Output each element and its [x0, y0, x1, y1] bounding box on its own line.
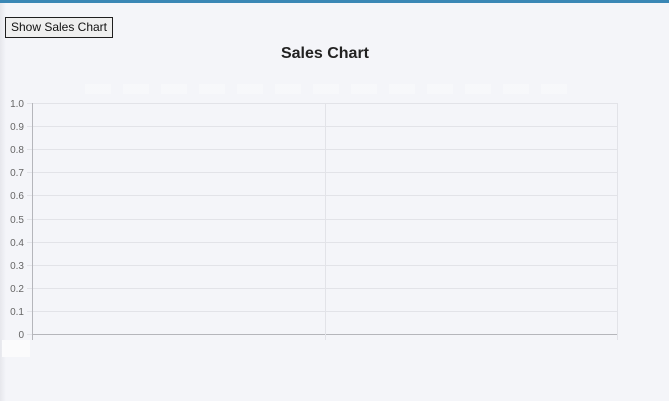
y-tick-label: 0.2: [10, 284, 24, 295]
chart-grid: [32, 103, 618, 340]
y-tick-label: 0.4: [10, 238, 24, 249]
y-tick-label: 0.1: [10, 307, 24, 318]
chart-title: Sales Chart: [280, 45, 370, 62]
y-axis-tick-labels: 0 0.1 0.2 0.3 0.4 0.5 0.6 0.7 0.8 0.9 1.0: [10, 99, 24, 341]
chart-legend: [85, 84, 570, 94]
y-tick-label: 0.3: [10, 261, 24, 272]
y-tick-label: 0.6: [10, 191, 24, 202]
y-tick-label: 0: [18, 330, 24, 341]
y-tick-label: 1.0: [10, 99, 24, 110]
top-accent-bar: [0, 0, 669, 3]
chart-axes: [27, 103, 32, 335]
y-tick-label: 0.5: [10, 215, 24, 226]
show-sales-chart-button[interactable]: Show Sales Chart: [5, 17, 113, 38]
y-tick-label: 0.9: [10, 122, 24, 133]
left-edge-shadow: [0, 3, 6, 401]
y-tick-label: 0.7: [10, 168, 24, 179]
y-tick-label: 0.8: [10, 145, 24, 156]
x-axis-label-area: [2, 340, 30, 357]
